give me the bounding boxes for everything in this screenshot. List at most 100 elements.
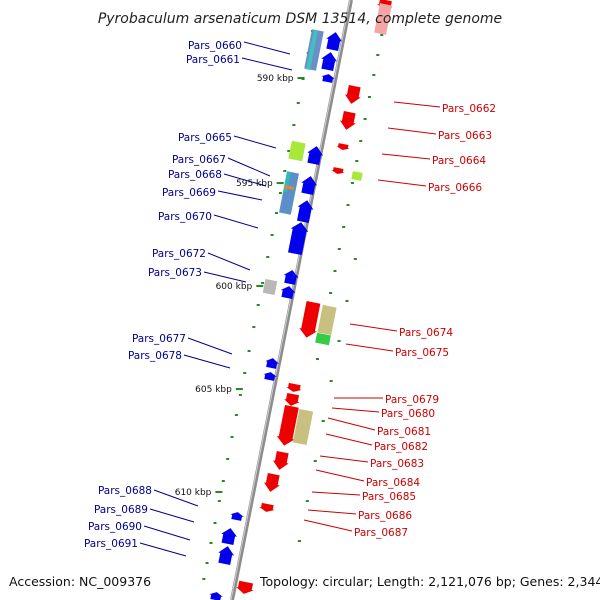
leader-line-reverse [319, 455, 369, 463]
reverse-gene-arrow [276, 405, 299, 446]
feature-dot [209, 542, 213, 544]
gene-label-forward[interactable]: Pars_0691 [84, 538, 138, 550]
gene-label-reverse[interactable]: Pars_0662 [442, 103, 496, 115]
leader-line-reverse [387, 127, 437, 135]
feature-dot [363, 118, 367, 120]
feature-dot [345, 300, 349, 302]
feature-dot [297, 540, 301, 542]
gene-label-reverse[interactable]: Pars_0686 [358, 510, 412, 522]
feature-dot [350, 182, 354, 184]
gene-label-forward[interactable]: Pars_0677 [132, 333, 186, 345]
feature-dot [315, 358, 319, 360]
gene-label-reverse[interactable]: Pars_0685 [362, 491, 416, 503]
gene-block [292, 408, 314, 446]
feature-dot [342, 226, 346, 228]
leader-line-forward [143, 525, 191, 541]
feature-dot [376, 54, 380, 56]
gene-label-forward[interactable]: Pars_0689 [94, 504, 148, 516]
gene-label-reverse[interactable]: Pars_0663 [438, 130, 492, 142]
leader-line-forward [217, 190, 263, 201]
leader-line-reverse [311, 491, 361, 496]
gene-label-reverse[interactable]: Pars_0675 [395, 347, 449, 359]
gene-labels: Pars_0660 Pars_0661 Pars_0665 Pars_0667 Pars… [84, 40, 496, 550]
leader-line-forward [233, 135, 277, 149]
gene-label-reverse[interactable]: Pars_0679 [385, 394, 439, 406]
genome-backbone-highlight [230, 0, 351, 600]
kbp-ticks: 590 kbp 595 kbp 600 kbp 605 kbp 610 kbp [175, 74, 305, 498]
gene-label-forward[interactable]: Pars_0672 [152, 248, 206, 260]
feature-dot [252, 326, 256, 328]
label-leaders [139, 41, 441, 557]
genome-backbone [230, 0, 353, 600]
feature-dot [346, 204, 350, 206]
gene-label-reverse[interactable]: Pars_0674 [399, 327, 453, 339]
feature-dot [283, 170, 287, 172]
feature-dot [292, 124, 296, 126]
kbp-tick-mark [276, 182, 284, 184]
kbp-tick-mark [256, 285, 264, 287]
kbp-tick-mark [235, 388, 243, 390]
leader-line-forward [139, 542, 187, 557]
feature-dot [367, 96, 371, 98]
feature-dot [333, 270, 337, 272]
reverse-gene-arrow [339, 111, 356, 130]
gene-label-reverse[interactable]: Pars_0682 [374, 441, 428, 453]
leader-line-reverse [327, 417, 376, 431]
forward-gene-arrow [230, 512, 244, 521]
leader-line-reverse [381, 153, 431, 160]
reverse-gene-arrow [336, 143, 350, 150]
feature-dot [372, 74, 376, 76]
gene-label-reverse[interactable]: Pars_0687 [354, 527, 408, 539]
gene-label-reverse[interactable]: Pars_0683 [370, 458, 424, 470]
gene-label-forward[interactable]: Pars_0665 [178, 132, 232, 144]
leader-line-reverse [349, 323, 398, 332]
feature-dot [234, 414, 238, 416]
gene-label-forward[interactable]: Pars_0688 [98, 485, 152, 497]
gene-label-forward[interactable]: Pars_0678 [128, 350, 182, 362]
gene-label-forward[interactable]: Pars_0673 [148, 267, 202, 279]
feature-dot [256, 304, 260, 306]
gene-label-reverse[interactable]: Pars_0664 [432, 155, 486, 167]
feature-dot [202, 578, 206, 580]
feature-dot [213, 522, 217, 524]
gene-label-reverse[interactable]: Pars_0680 [381, 408, 435, 420]
feature-dot [353, 258, 357, 260]
gene-label-reverse[interactable]: Pars_0666 [428, 182, 482, 194]
forward-gene-arrow [321, 52, 338, 71]
feature-dot [355, 160, 359, 162]
leader-line-reverse [307, 509, 357, 515]
forward-gene-arrow [321, 74, 335, 83]
feature-dot [266, 256, 270, 258]
feature-dot [337, 340, 341, 342]
gene-label-reverse[interactable]: Pars_0681 [377, 426, 431, 438]
gene-label-forward[interactable]: Pars_0660 [188, 40, 242, 52]
kbp-tick-label: 610 kbp [175, 488, 212, 498]
accession-text: Accession: NC_009376 [9, 574, 151, 589]
forward-gene-arrow [301, 176, 318, 195]
leader-line-reverse [325, 433, 373, 446]
map-title: Pyrobaculum arsenaticum DSM 13514, compl… [98, 11, 502, 27]
leader-line-reverse [345, 343, 394, 352]
leader-line-forward [213, 214, 259, 229]
feature-dot [217, 500, 221, 502]
gene-label-forward[interactable]: Pars_0690 [88, 521, 142, 533]
feature-dots [202, 30, 384, 580]
leader-line-forward [207, 252, 251, 271]
gene-label-forward[interactable]: Pars_0667 [172, 154, 226, 166]
kbp-tick-mark [215, 491, 223, 493]
leader-line-reverse [331, 407, 380, 413]
leader-line-reverse [303, 519, 353, 532]
feature-dot [278, 192, 282, 194]
gene-block [288, 140, 306, 162]
gene-label-forward[interactable]: Pars_0669 [162, 187, 216, 199]
kbp-tick-mark [297, 77, 305, 79]
forward-gene-arrow [326, 32, 343, 51]
feature-dot [337, 248, 341, 250]
topology-text: Topology: circular; Length: 2,121,076 bp… [259, 574, 600, 589]
feature-dot [329, 380, 333, 382]
gene-label-forward[interactable]: Pars_0668 [168, 169, 222, 181]
gene-label-forward[interactable]: Pars_0670 [158, 211, 212, 223]
gene-label-reverse[interactable]: Pars_0684 [366, 477, 420, 489]
feature-dot [238, 394, 242, 396]
gene-label-forward[interactable]: Pars_0661 [186, 54, 240, 66]
